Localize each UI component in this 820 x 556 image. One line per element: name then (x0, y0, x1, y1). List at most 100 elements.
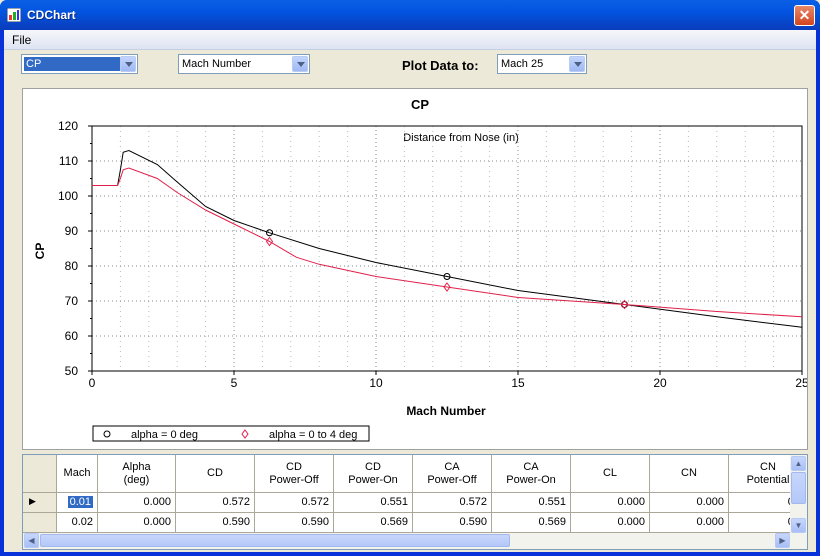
client-area: File CP Mach Number Plot Data to: Mach 2… (4, 30, 816, 552)
app-icon (7, 8, 21, 22)
y-tick-label: 120 (58, 119, 78, 133)
series-point (620, 299, 629, 310)
x-tick-label: 25 (795, 376, 807, 390)
xaxis-select-value: Mach Number (182, 58, 252, 70)
legend-box (92, 425, 370, 442)
y-tick-label: 70 (65, 294, 79, 308)
x-tick-label: 5 (231, 376, 238, 390)
current-row-icon: ▶ (29, 496, 36, 506)
menu-file[interactable]: File (12, 33, 32, 47)
table-cell[interactable]: 0.000 (98, 493, 176, 513)
table-cell[interactable]: 0.02 (57, 513, 98, 533)
data-grid[interactable]: Mach Alpha (deg) CD CD Power-Off CD Power-On CA P… (22, 454, 808, 550)
series-point (443, 273, 451, 280)
x-axis-label: Mach Number (406, 404, 486, 418)
y-tick-label: 50 (65, 364, 79, 378)
x-tick-label: 0 (89, 376, 96, 390)
scroll-right-icon[interactable]: ▶ (775, 533, 790, 548)
scroll-up-icon[interactable]: ▲ (791, 456, 806, 471)
table-cell[interactable]: 0.572 (176, 493, 255, 513)
y-axis-label: CP (33, 243, 47, 260)
table-cell[interactable]: 0.000 (571, 493, 650, 513)
column-header-label: CD (207, 467, 223, 479)
column-header[interactable]: CN (650, 455, 729, 493)
column-header-label: CN Potential (746, 460, 790, 486)
title-bar[interactable]: CDChart ✕ (0, 0, 820, 30)
column-header-label: CA Power-Off (427, 460, 477, 486)
x-tick-label: 20 (653, 376, 667, 390)
column-header-label: Alpha (deg) (122, 460, 151, 486)
chart-subtitle: Distance from Nose (in) (403, 132, 519, 144)
column-header-label: CA Power-On (506, 460, 556, 486)
plot-frame (91, 125, 803, 372)
y-tick-label: 80 (65, 259, 79, 273)
table-cell[interactable]: 0.569 (334, 513, 413, 533)
series-point (265, 236, 274, 247)
table-cell[interactable]: 0.590 (176, 513, 255, 533)
table-cell[interactable]: 0.572 (255, 493, 334, 513)
vertical-scroll-thumb[interactable] (791, 472, 806, 504)
column-header[interactable]: CD Power-On (334, 455, 413, 493)
y-tick-label: 90 (65, 224, 79, 238)
cp-chart: CP Distance from Nose (in) Mach Number C… (33, 97, 807, 442)
plot-data-label: Plot Data to: (402, 58, 479, 73)
chart-panel: CP Distance from Nose (in) Mach Number C… (22, 88, 808, 450)
column-header-label: CD Power-Off (269, 460, 319, 486)
coefficient-select-value: CP (24, 57, 120, 71)
column-header[interactable]: CD (176, 455, 255, 493)
table-cell[interactable]: 0.01 (57, 493, 98, 513)
column-header-label: CD Power-On (348, 460, 398, 486)
table-cell[interactable]: 0.551 (334, 493, 413, 513)
series-line-1 (92, 167, 803, 318)
table-cell[interactable]: 0.000 (650, 493, 729, 513)
plot-to-select-value: Mach 25 (501, 58, 544, 70)
column-header[interactable]: CA Power-On (492, 455, 571, 493)
menu-bar: File (4, 30, 816, 50)
series-point (443, 282, 451, 292)
table-cell[interactable]: 0.000 (571, 513, 650, 533)
column-header[interactable]: CL (571, 455, 650, 493)
chevron-down-icon[interactable] (569, 56, 585, 72)
y-tick-label: 60 (65, 329, 79, 343)
close-button[interactable]: ✕ (794, 5, 815, 26)
coefficient-select[interactable]: CP (21, 54, 138, 74)
vertical-scrollbar[interactable]: ▲ ▼ (790, 455, 807, 535)
chevron-down-icon[interactable] (120, 56, 136, 72)
plot-to-select[interactable]: Mach 25 (497, 54, 587, 74)
horizontal-scroll-thumb[interactable] (40, 534, 510, 547)
window-title: CDChart (27, 8, 76, 22)
y-tick-label: 100 (58, 189, 78, 203)
table-cell[interactable]: 0.590 (413, 513, 492, 533)
legend-marker (241, 429, 249, 439)
column-header-label: CN (681, 467, 697, 479)
column-header[interactable]: Alpha (deg) (98, 455, 176, 493)
table-cell[interactable]: 0.551 (492, 493, 571, 513)
table-cell[interactable]: 0.000 (650, 513, 729, 533)
column-header[interactable]: CD Power-Off (255, 455, 334, 493)
column-header-label: Mach (63, 467, 91, 479)
column-header[interactable]: Mach (57, 455, 98, 493)
scroll-left-icon[interactable]: ◀ (24, 533, 39, 548)
legend-marker (103, 430, 111, 438)
table-cell[interactable]: 0.572 (413, 493, 492, 513)
table-cell[interactable]: 0.569 (492, 513, 571, 533)
chevron-down-icon[interactable] (292, 56, 308, 72)
legend-label: alpha = 0 to 4 deg (269, 429, 357, 441)
table-cell[interactable]: 0.590 (255, 513, 334, 533)
horizontal-scrollbar[interactable]: ◀ ▶ (23, 533, 807, 549)
legend-label: alpha = 0 deg (131, 429, 198, 441)
row-header[interactable] (23, 513, 57, 533)
series-point (266, 229, 273, 237)
scroll-down-icon[interactable]: ▼ (791, 518, 806, 533)
grid-corner (23, 455, 57, 493)
table-cell[interactable]: 0.000 (98, 513, 176, 533)
column-header-label: CL (602, 467, 618, 479)
x-tick-label: 15 (511, 376, 525, 390)
column-header[interactable]: CA Power-Off (413, 455, 492, 493)
xaxis-select[interactable]: Mach Number (178, 54, 310, 74)
chart-title: CP (411, 97, 429, 112)
row-header[interactable]: ▶ (23, 493, 57, 513)
y-tick-label: 110 (59, 154, 78, 168)
selected-cell-value: 0.01 (67, 496, 93, 508)
